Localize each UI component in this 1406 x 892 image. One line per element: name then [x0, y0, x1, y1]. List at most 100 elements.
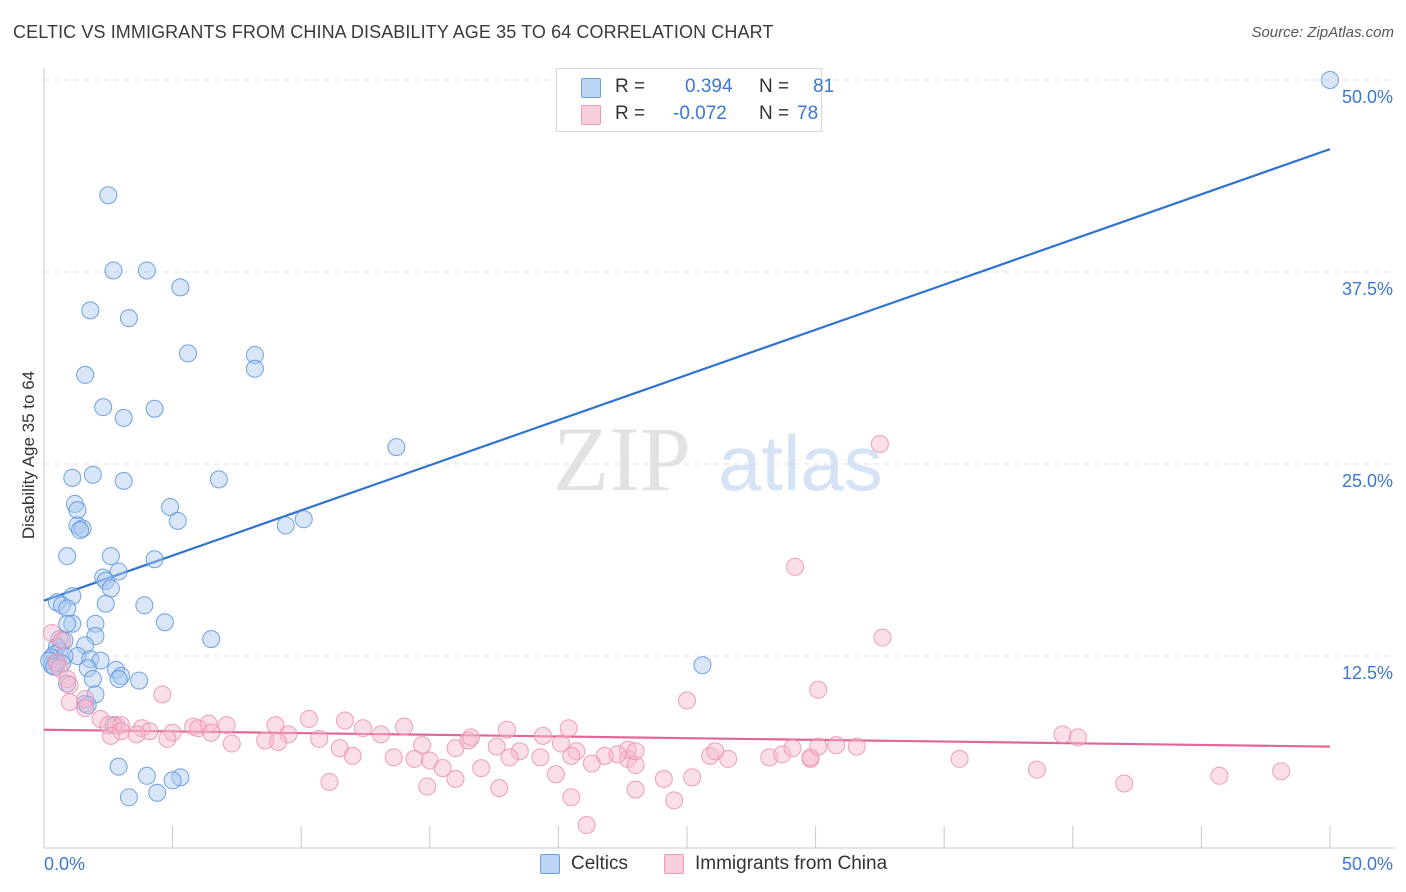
bottom-legend-label-celtics: Celtics	[571, 853, 629, 874]
celtics-point	[245, 345, 264, 364]
celtics-point	[155, 613, 174, 632]
legend-r-value: 0.394	[685, 76, 733, 97]
china-point	[371, 725, 390, 744]
china-point	[626, 742, 645, 761]
celtics-point	[76, 365, 95, 384]
china-point	[433, 759, 452, 778]
celtics-point	[202, 630, 221, 649]
china-point	[353, 719, 372, 738]
china-point	[618, 740, 637, 759]
china-point	[500, 748, 519, 767]
china-point	[384, 748, 403, 767]
celtics-point	[294, 510, 313, 529]
celtics-point	[163, 771, 182, 790]
celtics-point	[119, 788, 138, 807]
china-point	[809, 680, 828, 699]
china-point	[626, 780, 645, 799]
celtics-point	[63, 614, 82, 633]
china-point	[418, 777, 437, 796]
celtics-point	[109, 562, 128, 581]
trend-lines	[43, 148, 1331, 748]
china-point	[269, 733, 288, 752]
china-point	[343, 746, 362, 765]
china-point	[847, 737, 866, 756]
legend-n-label: N =	[759, 103, 790, 124]
celtics-point	[109, 757, 128, 776]
china-point	[783, 739, 802, 758]
china-point	[222, 734, 241, 753]
chart-source: Source: ZipAtlas.com	[1251, 24, 1394, 41]
celtics-point	[94, 398, 113, 417]
y-tick-label: 50.0%	[1342, 87, 1393, 107]
legend-r-value: -0.072	[673, 103, 727, 124]
celtics-point	[83, 465, 102, 484]
celtics-point	[47, 593, 66, 612]
china-point	[1210, 766, 1229, 785]
y-tick-label: 25.0%	[1342, 471, 1393, 491]
china-point	[487, 737, 506, 756]
celtics-point	[109, 670, 128, 689]
celtics-point	[58, 547, 77, 566]
china-point	[472, 759, 491, 778]
china-point	[626, 756, 645, 775]
legend-n-value: 81	[813, 76, 835, 97]
bottom-legend-swatch-celtics	[540, 854, 560, 874]
chart-title: CELTIC VS IMMIGRANTS FROM CHINA DISABILI…	[13, 22, 774, 42]
china-point	[497, 720, 516, 739]
china-point	[53, 631, 72, 650]
celtics-point	[114, 471, 133, 490]
china-point	[678, 691, 696, 710]
china-point	[531, 748, 550, 767]
china-point	[217, 716, 236, 735]
china-point	[153, 685, 172, 704]
china-point	[413, 736, 432, 755]
china-point	[773, 745, 792, 764]
china-point	[490, 779, 509, 798]
legend-r-label: R =	[615, 103, 646, 124]
china-point	[950, 749, 969, 768]
celtics-point	[137, 766, 156, 785]
china-point	[76, 699, 95, 718]
celtics-point	[68, 516, 87, 535]
celtics-point	[63, 468, 82, 487]
legend-n-value: 78	[797, 103, 819, 124]
china-point	[562, 746, 581, 765]
china-point	[562, 788, 581, 807]
celtics-point	[135, 596, 154, 615]
celtics-point	[693, 656, 712, 675]
y-axis-label: Disability Age 35 to 64	[19, 371, 38, 539]
celtics-point	[53, 596, 72, 615]
china-point	[395, 717, 414, 736]
celtics-point	[78, 659, 97, 678]
celtics-point	[168, 511, 187, 530]
celtics-point	[86, 627, 105, 646]
china-point	[1272, 762, 1291, 781]
china-point	[827, 736, 846, 755]
celtics-point	[99, 186, 118, 205]
legend-swatch-celtics	[581, 78, 601, 98]
china-point	[60, 693, 79, 712]
tick-labels: 12.5% 25.0% 37.5% 50.0% 0.0% 50.0%	[44, 87, 1393, 874]
china-point	[510, 742, 529, 761]
celtics-point	[96, 594, 115, 613]
celtics-point	[145, 399, 164, 418]
legend-r-label: R =	[615, 76, 646, 97]
celtics-point	[101, 547, 120, 566]
china-point	[873, 628, 892, 647]
celtics-point	[209, 470, 228, 489]
celtics-point	[119, 309, 138, 328]
china-point	[320, 772, 339, 791]
watermark: ZIP atlas	[553, 408, 883, 510]
china-point	[1115, 774, 1134, 793]
china-point	[559, 719, 578, 738]
china-point	[706, 742, 725, 761]
bottom-legend-label-china: Immigrants from China	[695, 853, 888, 874]
china-point	[809, 737, 828, 756]
x-tick-label: 0.0%	[44, 854, 85, 874]
legend-n-label: N =	[759, 76, 790, 97]
celtics-trend-line	[43, 148, 1331, 602]
celtics-point	[130, 671, 149, 690]
x-tick-label: 50.0%	[1342, 854, 1393, 874]
bottom-legend-swatch-china	[664, 854, 684, 874]
